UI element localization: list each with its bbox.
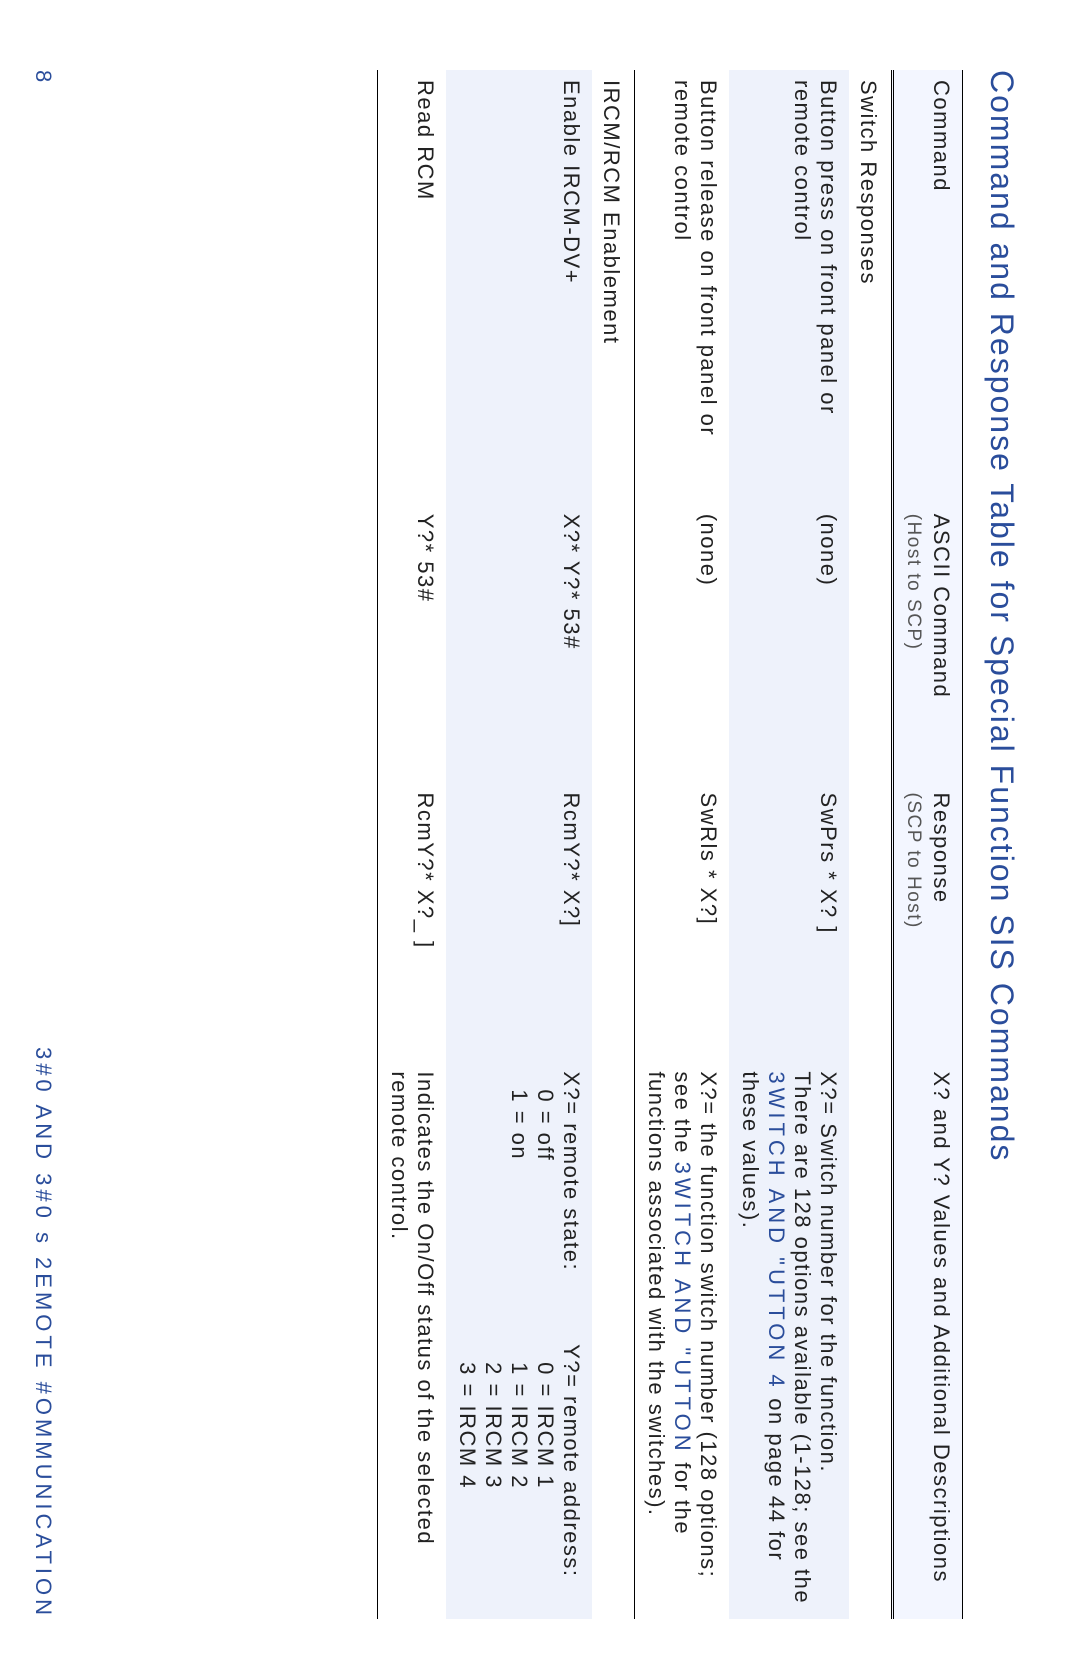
desc-left-header: X?= remote state:: [558, 1071, 584, 1336]
cell-desc: X?= Switch number for the function. Ther…: [729, 1061, 849, 1619]
col-ascii-label: ASCII Command: [929, 514, 954, 699]
cell-command: Read RCM: [378, 70, 447, 504]
cell-desc: Indicates the On/Off status of the selec…: [378, 1061, 447, 1619]
desc-left-item: 0 = off: [532, 1071, 558, 1336]
cross-reference-link[interactable]: 3WITCH AND "UTTON 4: [764, 1071, 789, 1390]
desc-line: X?= Switch number for the function.: [815, 1071, 841, 1609]
footer-text: 3#0 AND 3#0 s 2EMOTE #OMMUNICATION: [30, 1047, 56, 1619]
cell-command: Enable IRCM-DV+: [446, 70, 592, 504]
cell-command: Button press on front panel or remote co…: [729, 70, 849, 504]
section-heading-switch-responses: Switch Responses: [849, 70, 893, 1619]
table-row: Button press on front panel or remote co…: [729, 70, 849, 1619]
col-command: Command: [893, 70, 963, 504]
desc-right-item: 1 = IRCM 2: [506, 1344, 532, 1609]
section-heading-text: Switch Responses: [849, 70, 893, 1619]
cross-reference-link[interactable]: 3WITCH AND "UTTON: [670, 1162, 695, 1455]
cell-response: RcmY?* X?_ ]: [378, 783, 447, 1062]
page-footer: 8 3#0 AND 3#0 s 2EMOTE #OMMUNICATION: [30, 70, 56, 1619]
table-header-row: Command ASCII Command (Host to SCP) Resp…: [893, 70, 963, 1619]
cell-ascii: X?* Y?* 53#: [446, 504, 592, 783]
cell-desc: X?= the function switch number (128 opti…: [635, 1061, 730, 1619]
desc-right-item: 0 = IRCM 1: [532, 1344, 558, 1609]
col-response-label: Response: [929, 793, 954, 904]
cell-response: SwRls * X?]: [635, 783, 730, 1062]
section-heading-ircm-rcm: IRCM/RCM Enablement: [592, 70, 635, 1619]
desc-right-item: 3 = IRCM 4: [454, 1344, 480, 1609]
cell-ascii: Y?* 53#: [378, 504, 447, 783]
desc-left-item: 1 = on: [506, 1071, 532, 1336]
page-number: 8: [30, 70, 56, 86]
cell-command: Button release on front panel or remote …: [635, 70, 730, 504]
cell-ascii: (none): [729, 504, 849, 783]
col-desc: X? and Y? Values and Additional Descript…: [893, 1061, 963, 1619]
section-heading-text: IRCM/RCM Enablement: [592, 70, 635, 1619]
cell-ascii: (none): [635, 504, 730, 783]
col-ascii-sub: (Host to SCP): [903, 514, 924, 651]
page-title: Command and Response Table for Special F…: [983, 70, 1020, 1619]
col-response: Response (SCP to Host): [893, 783, 963, 1062]
table-row: Enable IRCM-DV+ X?* Y?* 53# RcmY?* X?] X…: [446, 70, 592, 1619]
cell-response: SwPrs * X? ]: [729, 783, 849, 1062]
desc-line: There are 128 options available (1-128; …: [737, 1071, 815, 1609]
command-response-table: Command ASCII Command (Host to SCP) Resp…: [377, 70, 963, 1619]
col-response-sub: (SCP to Host): [903, 793, 924, 929]
cell-desc: X?= remote state: Y?= remote address: 0 …: [446, 1061, 592, 1619]
table-row: Read RCM Y?* 53# RcmY?* X?_ ] Indicates …: [378, 70, 447, 1619]
desc-right-item: 2 = IRCM 3: [480, 1344, 506, 1609]
cell-response: RcmY?* X?]: [446, 783, 592, 1062]
col-ascii: ASCII Command (Host to SCP): [893, 504, 963, 783]
desc-text: There are 128 options available (1-128; …: [790, 1071, 815, 1604]
table-row: Button release on front panel or remote …: [635, 70, 730, 1619]
desc-right-header: Y?= remote address:: [558, 1344, 584, 1609]
